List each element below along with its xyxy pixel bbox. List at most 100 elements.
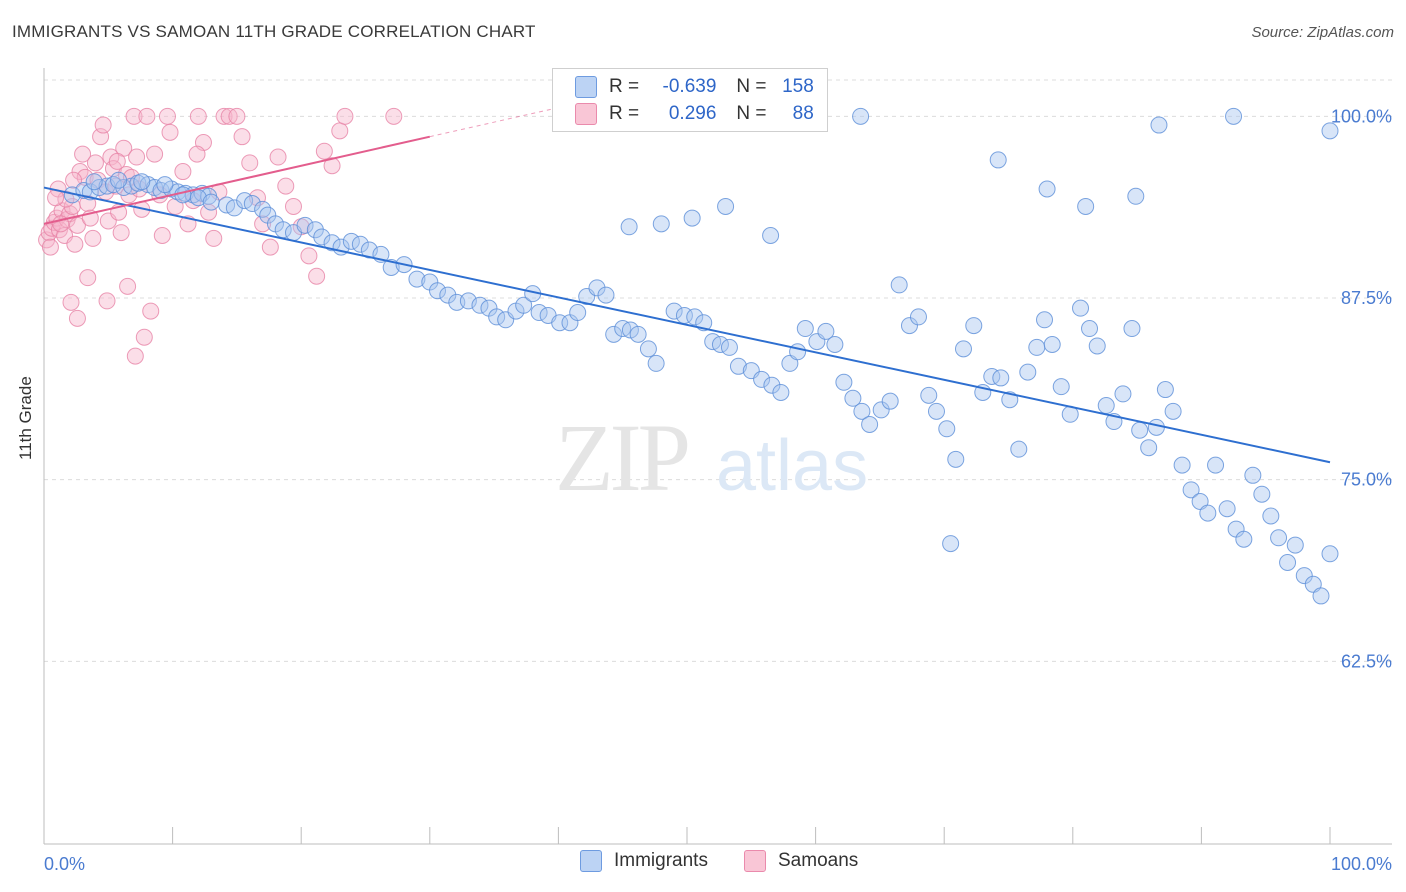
samoans-point xyxy=(284,197,302,215)
immigrants-point xyxy=(1235,530,1253,548)
immigrants-point xyxy=(1010,440,1028,458)
samoans-point xyxy=(254,215,272,233)
immigrants-swatch xyxy=(575,76,597,98)
y-tick-label: 100.0% xyxy=(1331,106,1392,126)
immigrants-point xyxy=(629,325,647,343)
samoans-point xyxy=(385,107,403,125)
immigrants-point xyxy=(1019,363,1037,381)
correlation-legend: R = -0.639 N = 158 R = 0.296 N = 88 xyxy=(552,68,828,132)
samoans-point xyxy=(128,148,146,166)
samoans-point xyxy=(174,163,192,181)
immigrants-point xyxy=(296,216,314,234)
legend-item-immigrants[interactable]: Immigrants xyxy=(580,850,708,872)
samoans-swatch xyxy=(575,103,597,125)
samoans-point xyxy=(126,347,144,365)
immigrants-point xyxy=(1097,397,1115,415)
immigrants-point xyxy=(947,450,965,468)
immigrants-points xyxy=(63,107,1339,605)
samoans-point xyxy=(65,171,83,189)
immigrants-point xyxy=(351,235,369,253)
series-legend: Immigrants Samoans xyxy=(0,850,1406,878)
immigrants-point xyxy=(763,376,781,394)
legend-item-samoans[interactable]: Samoans xyxy=(744,850,858,872)
y-tick-label: 75.0% xyxy=(1341,470,1392,490)
immigrants-point xyxy=(1140,439,1158,457)
immigrants-point xyxy=(647,354,665,372)
immigrants-point xyxy=(1262,507,1280,525)
immigrants-point xyxy=(620,218,638,236)
immigrants-point xyxy=(202,193,220,211)
immigrants-point xyxy=(1270,529,1288,547)
watermark: ZIP atlas xyxy=(555,404,868,511)
immigrants-point xyxy=(621,321,639,339)
samoans-point xyxy=(336,107,354,125)
samoans-point xyxy=(146,145,164,163)
legend-n-label: N = xyxy=(736,76,767,97)
samoans-point xyxy=(86,154,104,172)
immigrants-point xyxy=(683,209,701,227)
immigrants-point xyxy=(717,197,735,215)
immigrants-point xyxy=(711,336,729,354)
immigrants-point xyxy=(909,308,927,326)
samoans-legend-swatch xyxy=(744,850,766,872)
immigrants-point xyxy=(488,308,506,326)
immigrants-point xyxy=(1295,567,1313,585)
immigrants-point xyxy=(1028,338,1046,356)
samoans-point xyxy=(161,123,179,141)
immigrants-point xyxy=(1001,391,1019,409)
samoans-point xyxy=(158,107,176,125)
chart-source: Source: ZipAtlas.com xyxy=(1251,24,1394,41)
immigrants-legend-swatch xyxy=(580,850,602,872)
immigrants-point xyxy=(983,367,1001,385)
immigrants-point xyxy=(588,279,606,297)
immigrants-point xyxy=(844,389,862,407)
immigrants-point xyxy=(342,232,360,250)
immigrants-point xyxy=(408,270,426,288)
immigrants-point xyxy=(1081,320,1099,338)
immigrants-point xyxy=(530,304,548,322)
samoans-point xyxy=(41,238,59,256)
immigrants-point xyxy=(1207,456,1225,474)
immigrants-point xyxy=(313,228,331,246)
immigrants-point xyxy=(920,386,938,404)
immigrants-point xyxy=(1164,402,1182,420)
immigrants-point xyxy=(110,171,128,189)
immigrants-point xyxy=(1321,545,1339,563)
legend-r-label: R = xyxy=(609,76,640,97)
samoans-point xyxy=(108,152,126,170)
x-tick-label: 100.0% xyxy=(1331,854,1392,874)
immigrants-point xyxy=(1036,311,1054,329)
immigrants-point xyxy=(597,286,615,304)
y-tick-label: 62.5% xyxy=(1341,651,1392,671)
immigrants-point xyxy=(1225,107,1243,125)
samoans-point xyxy=(138,107,156,125)
immigrants-point xyxy=(1038,180,1056,198)
samoans-point xyxy=(241,154,259,172)
immigrants-point xyxy=(853,402,871,420)
immigrants-point xyxy=(85,173,103,191)
immigrants-point xyxy=(826,336,844,354)
y-tick-label: 87.5% xyxy=(1341,288,1392,308)
samoans-point xyxy=(269,148,287,166)
immigrants-point xyxy=(796,320,814,338)
immigrants-point xyxy=(1182,481,1200,499)
immigrants-point xyxy=(789,343,807,361)
samoans-trend-extension xyxy=(429,107,559,138)
legend-r-value: -0.639 xyxy=(662,76,717,97)
samoans-points xyxy=(38,107,403,365)
immigrants-point xyxy=(1218,500,1236,518)
samoans-point xyxy=(153,227,171,245)
immigrants-point xyxy=(243,195,261,213)
immigrants-point xyxy=(1072,299,1090,317)
watermark-atlas: atlas xyxy=(716,426,868,506)
samoans-point xyxy=(228,107,246,125)
immigrants-point xyxy=(133,173,151,191)
immigrants-point xyxy=(992,369,1010,387)
samoans-point xyxy=(261,238,279,256)
samoans-point xyxy=(94,116,112,134)
immigrants-point xyxy=(1199,504,1217,522)
immigrants-point xyxy=(1077,197,1095,215)
samoans-point xyxy=(315,142,333,160)
samoans-point xyxy=(142,302,160,320)
legend-label-samoans: Samoans xyxy=(778,850,859,871)
